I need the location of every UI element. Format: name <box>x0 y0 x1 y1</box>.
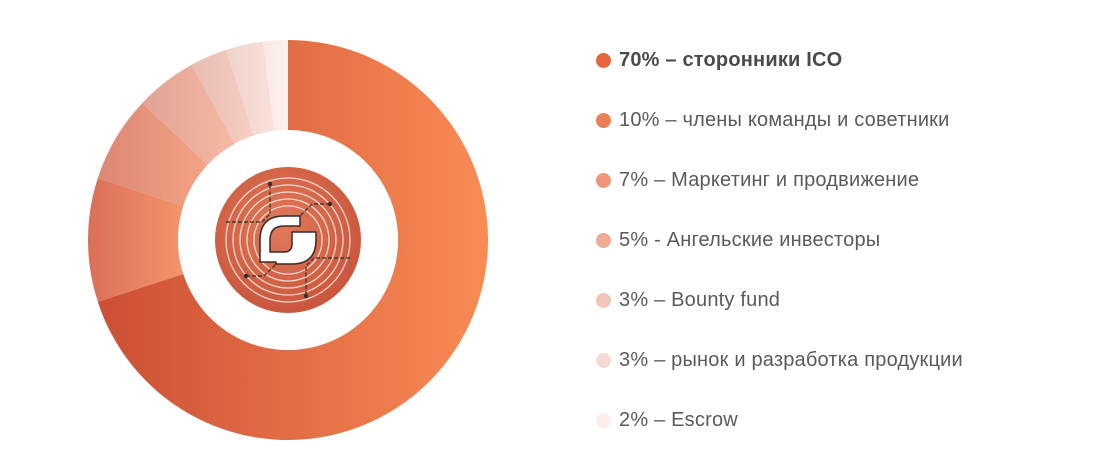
pie-slice <box>87 178 184 302</box>
legend-label: 3% – Bounty fund <box>619 288 781 311</box>
legend-label: 7% – Маркетинг и продвижение <box>619 168 920 191</box>
legend-item: 10% – члены команды и советники <box>596 90 963 150</box>
legend-dot <box>596 412 611 428</box>
legend-dot <box>596 292 611 308</box>
legend-item: 70% – сторонники ICO <box>596 30 963 90</box>
legend-dot <box>596 352 611 368</box>
chart-legend: 70% – сторонники ICO 10% – члены команды … <box>596 30 963 450</box>
legend-item: 2% – Escrow <box>596 390 963 450</box>
legend-dot <box>596 52 611 68</box>
pie-slice <box>97 103 208 207</box>
donut-chart <box>87 40 488 441</box>
legend-label: 10% – члены команды и советники <box>619 108 950 131</box>
pie-slice <box>142 64 236 165</box>
coin-logo-icon <box>215 167 361 313</box>
legend-dot <box>596 172 611 188</box>
legend-label: 2% – Escrow <box>619 408 738 431</box>
legend-item: 3% – рынок и разработка продукции <box>596 330 963 390</box>
pie-slice <box>226 41 275 136</box>
donut-slices <box>87 40 488 441</box>
legend-dot <box>596 112 611 128</box>
pie-slice <box>97 40 488 441</box>
legend-item: 3% – Bounty fund <box>596 270 963 330</box>
legend-item: 7% – Маркетинг и продвижение <box>596 150 963 210</box>
legend-item: 5% - Ангельские инвесторы <box>596 210 963 270</box>
legend-label: 70% – сторонники ICO <box>619 48 843 71</box>
legend-dot <box>596 232 611 248</box>
pie-slice <box>262 40 288 131</box>
pie-slice <box>191 49 255 144</box>
legend-label: 3% – рынок и разработка продукции <box>619 348 963 371</box>
legend-label: 5% - Ангельские инвесторы <box>619 228 881 251</box>
